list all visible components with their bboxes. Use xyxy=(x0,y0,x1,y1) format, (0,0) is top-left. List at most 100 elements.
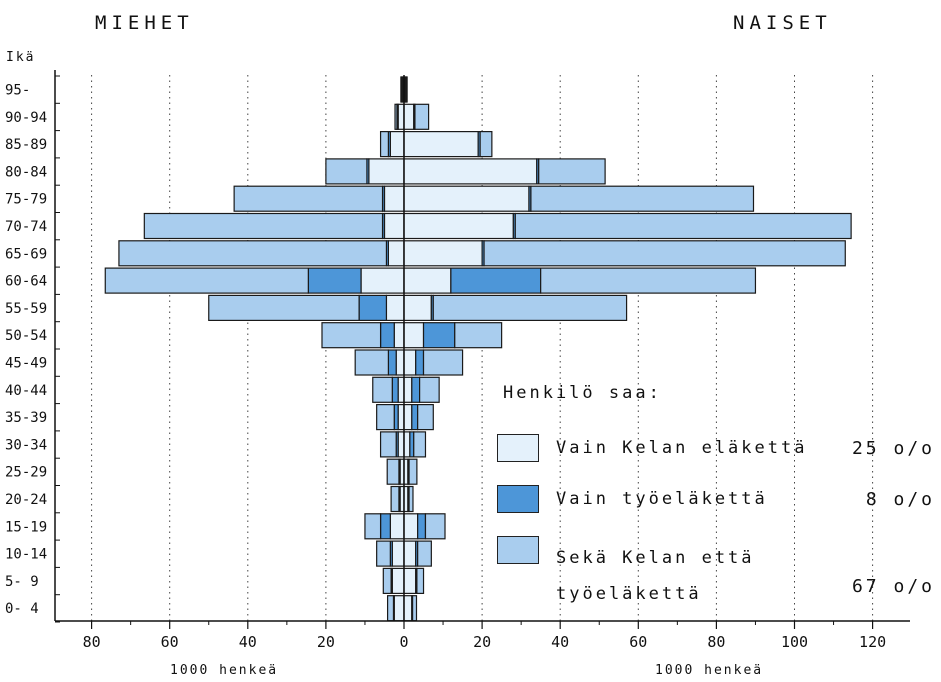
bar-women-both-12 xyxy=(417,404,434,431)
bar-women-both-15 xyxy=(408,485,414,513)
bar-women-both-14 xyxy=(408,458,418,485)
bar-men-both-17 xyxy=(376,540,391,567)
bar-men-kela-only-9 xyxy=(393,322,405,349)
bar-women-both-19 xyxy=(411,595,418,622)
legend-swatch-kela-only xyxy=(497,434,539,462)
age-tick-label: 25-29 xyxy=(5,465,47,481)
bar-men-both-8 xyxy=(208,294,360,321)
bar-women-kela-only-18 xyxy=(403,567,417,595)
bar-men-kela-only-6 xyxy=(387,240,405,267)
bar-men-kela-only-1 xyxy=(397,103,405,130)
legend-percent-kela-only: 25 o/o xyxy=(851,438,935,459)
axes-group: 95- 90-94 85-89 80-84 75-79 70-74 65-69 60-64 55… xyxy=(5,70,910,651)
bar-men-tyo-only-8 xyxy=(358,294,388,321)
x-tick-label: 80 xyxy=(707,633,725,651)
legend-label-both: Sekä Kelan että työeläkettä xyxy=(556,548,755,604)
bar-women-both-1 xyxy=(414,103,430,130)
bar-men-both-5 xyxy=(143,212,384,240)
bar-women-both-13 xyxy=(413,431,427,458)
x-tick-label: 120 xyxy=(859,633,886,651)
bar-women-both-10 xyxy=(422,349,464,376)
bar-men-tyo-only-9 xyxy=(379,322,395,349)
bar-men-both-12 xyxy=(376,404,395,431)
legend-label-tyo-only: Vain työeläkettä xyxy=(556,489,768,509)
bar-women-kela-only-4 xyxy=(403,185,530,212)
x-tick-label: 40 xyxy=(551,633,569,651)
bar-women-kela-only-2 xyxy=(403,131,479,158)
bar-men-both-1 xyxy=(394,103,398,130)
age-tick-label: 55-59 xyxy=(5,301,47,317)
bar-women-both-4 xyxy=(530,185,755,212)
bar-women-kela-only-16 xyxy=(403,513,419,540)
bar-men-both-3 xyxy=(325,158,368,185)
bar-women-tyo-only-16 xyxy=(417,513,427,540)
x-tick-label: 20 xyxy=(317,633,335,651)
bar-women-kela-only-19 xyxy=(403,595,413,622)
bar-women-kela-only-7 xyxy=(403,267,452,294)
legend-title: Henkilö saa: xyxy=(503,383,662,403)
bar-men-kela-only-17 xyxy=(391,540,405,567)
age-tick-label: 95- xyxy=(5,83,30,99)
bar-men-kela-only-11 xyxy=(397,376,405,403)
age-tick-label: 45-49 xyxy=(5,356,47,372)
age-tick-label: 20-24 xyxy=(5,492,47,508)
bar-men-both-9 xyxy=(321,322,382,349)
bar-women-kela-only-9 xyxy=(403,322,425,349)
bar-men-kela-only-13 xyxy=(397,431,405,458)
age-tick-label: 35-39 xyxy=(5,410,47,426)
x-tick-label: 20 xyxy=(473,633,491,651)
bar-men-tyo-only-10 xyxy=(387,349,397,376)
bar-men-both-2 xyxy=(379,131,389,158)
bar-men-kela-only-12 xyxy=(397,404,405,431)
bar-men-tyo-only-7 xyxy=(307,267,362,294)
bar-women-kela-only-12 xyxy=(403,404,413,431)
age-tick-label: 80-84 xyxy=(5,164,47,180)
bar-men-kela-only-7 xyxy=(360,267,405,294)
age-tick-label: 50-54 xyxy=(5,328,47,344)
bar-men-both-19 xyxy=(386,595,395,622)
bar-women-kela-only-17 xyxy=(403,540,417,567)
left-panel-title: MIEHET xyxy=(95,12,194,34)
bar-women-both-3 xyxy=(538,158,606,185)
bar-women-both-16 xyxy=(424,513,446,540)
bar-women-both-11 xyxy=(419,376,440,403)
x-tick-label: 100 xyxy=(781,633,808,651)
age-tick-label: 65-69 xyxy=(5,246,47,262)
bar-men-both-18 xyxy=(382,567,392,595)
age-tick-label: 30-34 xyxy=(5,437,47,453)
bar-men-kela-only-8 xyxy=(385,294,405,321)
age-tick-label: 70-74 xyxy=(5,219,47,235)
bar-women-both-17 xyxy=(417,540,432,567)
legend-percent-tyo-only: 8 o/o xyxy=(865,489,935,510)
x-tick-label: 40 xyxy=(239,633,257,651)
age-tick-label: 85-89 xyxy=(5,137,47,153)
bar-women-both-6 xyxy=(483,240,846,267)
bar-men-both-6 xyxy=(118,240,388,267)
bar-men-kela-only-2 xyxy=(389,131,405,158)
bar-women-kela-only-1 xyxy=(403,103,415,130)
right-axis-unit: 1000 henkeä xyxy=(655,663,764,678)
bar-women-both-8 xyxy=(432,294,628,321)
bar-men-tyo-only-11 xyxy=(391,376,399,403)
x-tick-label: 60 xyxy=(161,633,179,651)
bar-women-both-7 xyxy=(540,267,757,294)
bar-men-both-4 xyxy=(233,185,384,212)
legend-label-kela-only: Vain Kelan eläkettä xyxy=(556,438,808,458)
bar-men-kela-only-19 xyxy=(393,595,405,622)
age-tick-label: 90-94 xyxy=(5,110,47,126)
legend-swatch-both xyxy=(497,536,539,564)
bar-women-kela-only-10 xyxy=(403,349,417,376)
legend-swatch-tyo-only xyxy=(497,485,539,513)
bar-women-both-9 xyxy=(454,322,503,349)
bar-women-tyo-only-7 xyxy=(450,267,542,294)
right-panel-title: NAISET xyxy=(733,12,832,34)
bar-men-kela-only-3 xyxy=(368,158,405,185)
age-tick-label: 15-19 xyxy=(5,519,47,535)
bar-men-kela-only-10 xyxy=(395,349,405,376)
x-tick-label: 60 xyxy=(629,633,647,651)
bar-women-kela-only-3 xyxy=(403,158,538,185)
bar-men-kela-only-5 xyxy=(383,212,405,240)
bar-women-kela-only-5 xyxy=(403,212,514,240)
bars-group xyxy=(104,76,852,622)
age-tick-label: 0- 4 xyxy=(5,601,39,617)
